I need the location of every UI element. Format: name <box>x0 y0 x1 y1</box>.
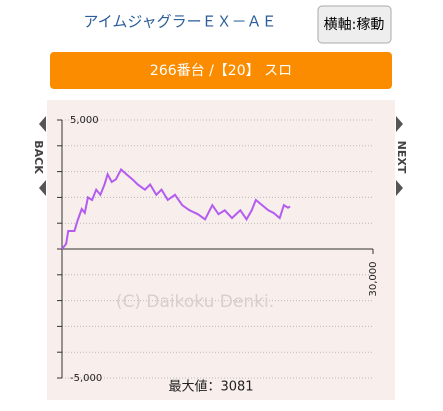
next-arrow[interactable] <box>396 180 403 196</box>
back-arrow[interactable] <box>39 180 46 196</box>
max-value-annotation: 最大値：3081 <box>168 379 253 395</box>
axis-toggle-button[interactable] <box>317 5 392 44</box>
watermark: (C) Daikoku Denki. <box>116 292 274 312</box>
next-arrow[interactable] <box>396 116 403 132</box>
data-line <box>61 167 291 250</box>
back-label[interactable]: BACK <box>32 140 45 174</box>
back-arrow[interactable] <box>39 116 46 132</box>
machine-banner <box>50 52 392 89</box>
machine-banner-text: 266番台 /【20】 スロ <box>150 63 292 79</box>
y-tick-label: 5,000 <box>70 115 99 126</box>
page-title: アイムジャグラーＥＸ－ＡＥ <box>83 13 276 31</box>
y-tick-label: -5,000 <box>70 373 102 384</box>
axis-toggle-label[interactable]: 横軸:稼動 <box>324 17 385 33</box>
x-tick-label: 30,000 <box>368 262 379 297</box>
next-label[interactable]: NEXT <box>395 141 408 174</box>
chart-panel <box>47 100 395 400</box>
